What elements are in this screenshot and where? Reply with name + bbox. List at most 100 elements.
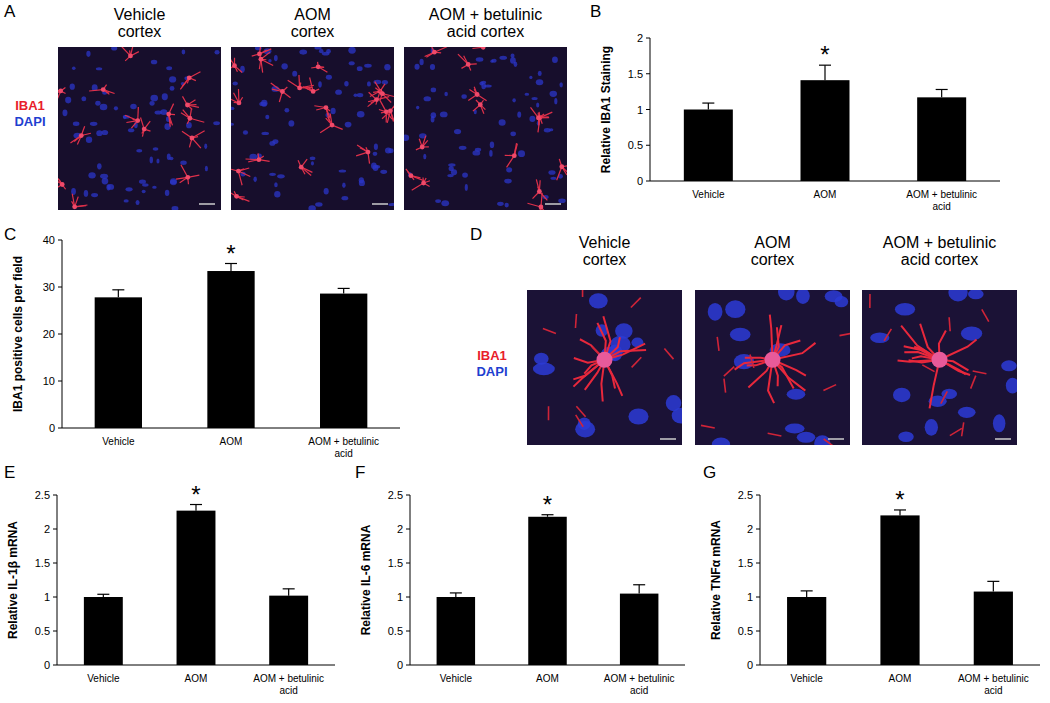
nucleus <box>95 101 100 106</box>
text-line: AOM <box>220 436 243 447</box>
nucleus <box>310 156 316 160</box>
y-axis-label: Relative IL-1β mRNA <box>6 521 20 639</box>
scale-bar <box>372 203 388 205</box>
nucleus <box>268 59 271 63</box>
nucleus <box>288 120 294 126</box>
stain-label: IBA1 <box>15 98 45 113</box>
nucleus <box>371 163 377 170</box>
y-tick-label: 20 <box>43 328 55 340</box>
nucleus <box>357 93 364 97</box>
y-tick <box>756 563 760 564</box>
microglia-soma <box>374 97 379 102</box>
nucleus <box>448 163 455 166</box>
y-tick <box>756 631 760 632</box>
error-bar <box>987 581 999 591</box>
microglia-fragment <box>576 406 585 417</box>
nucleus <box>435 199 441 203</box>
nucleus <box>142 190 146 193</box>
nucleus <box>96 130 102 136</box>
micrograph-background <box>58 47 221 210</box>
bar <box>95 297 142 428</box>
error-stem <box>455 593 456 597</box>
text-line: AOM + betulinic <box>604 673 675 684</box>
nucleus <box>186 122 192 128</box>
text-line: AOM <box>814 189 837 200</box>
nucleus <box>357 111 365 117</box>
nucleus <box>100 104 108 110</box>
nucleus <box>517 111 521 117</box>
nucleus <box>459 146 467 150</box>
x-tick-label: AOM <box>185 673 208 684</box>
nucleus <box>170 86 175 91</box>
nucleus <box>388 148 393 153</box>
error-stem <box>941 89 942 97</box>
y-tick-label: 1.5 <box>738 557 753 569</box>
text-line: acid cortex <box>447 23 524 40</box>
y-axis-label: IBA1 positive cells per field <box>11 256 25 412</box>
micrograph <box>862 290 1017 445</box>
y-tick <box>58 428 62 429</box>
error-stem <box>288 589 289 596</box>
text-line: acid <box>279 685 297 696</box>
micrograph <box>527 290 682 445</box>
microglia-soma <box>185 103 190 108</box>
nucleus <box>72 67 76 70</box>
bar <box>207 271 254 428</box>
nucleus <box>961 326 982 340</box>
nucleus <box>512 98 515 102</box>
text-line: Vehicle <box>692 189 725 200</box>
micrograph-background <box>527 290 682 445</box>
nucleus <box>169 157 173 161</box>
nucleus <box>213 121 220 125</box>
y-tick-label: 30 <box>43 281 55 293</box>
nucleus <box>1006 378 1017 394</box>
microglia-soma <box>330 123 335 128</box>
microglia-soma <box>597 352 613 368</box>
y-tick-label: 2 <box>637 32 643 44</box>
nucleus <box>261 100 268 107</box>
x-axis <box>650 181 1000 182</box>
bar-chart: FRelative IL-6 mRNA00.511.522.5VehicleAO… <box>355 463 685 696</box>
nucleus <box>462 172 468 177</box>
nucleus <box>895 303 915 316</box>
text-line: cortex <box>291 23 335 40</box>
image-title: AOMcortex <box>291 6 335 40</box>
panel-letter: A <box>4 2 16 21</box>
micrograph <box>695 290 850 445</box>
microglia-fragment <box>949 317 950 331</box>
nucleus <box>538 71 542 76</box>
error-cap <box>702 102 714 103</box>
nucleus <box>373 152 378 156</box>
nucleus <box>345 122 352 128</box>
y-axis <box>650 38 651 181</box>
y-axis <box>62 240 63 428</box>
microglia-fragment <box>982 309 989 321</box>
plot-area <box>84 505 308 665</box>
microglia-soma <box>932 352 948 368</box>
nucleus <box>533 363 555 376</box>
nucleus <box>484 85 491 88</box>
microglia-soma <box>79 133 84 138</box>
microglia-fragment <box>717 337 719 351</box>
nucleus <box>243 130 248 134</box>
image-title: AOM + betulinicacid cortex <box>429 6 542 40</box>
y-tick <box>646 109 650 110</box>
nucleus <box>150 95 158 102</box>
text-line: Vehicle <box>114 6 166 23</box>
nucleus <box>90 122 98 126</box>
microglia-fragment <box>632 357 642 367</box>
micrograph-background <box>862 290 1017 445</box>
microglia-fragment <box>548 406 550 420</box>
image-title: AOM + betulinicacid cortex <box>883 234 996 268</box>
image-title: Vehiclecortex <box>579 234 631 268</box>
nucleus <box>993 414 1005 432</box>
bar-chart: BRelative IBA1 Staining00.511.52VehicleA… <box>590 2 1000 212</box>
nucleus <box>215 50 220 55</box>
nucleus <box>128 128 134 132</box>
nucleus <box>233 81 238 85</box>
nucleus <box>454 129 461 134</box>
y-tick-label: 2 <box>747 523 753 535</box>
microglia-soma <box>257 157 262 162</box>
nucleus <box>318 81 322 87</box>
nucleus <box>499 56 507 60</box>
